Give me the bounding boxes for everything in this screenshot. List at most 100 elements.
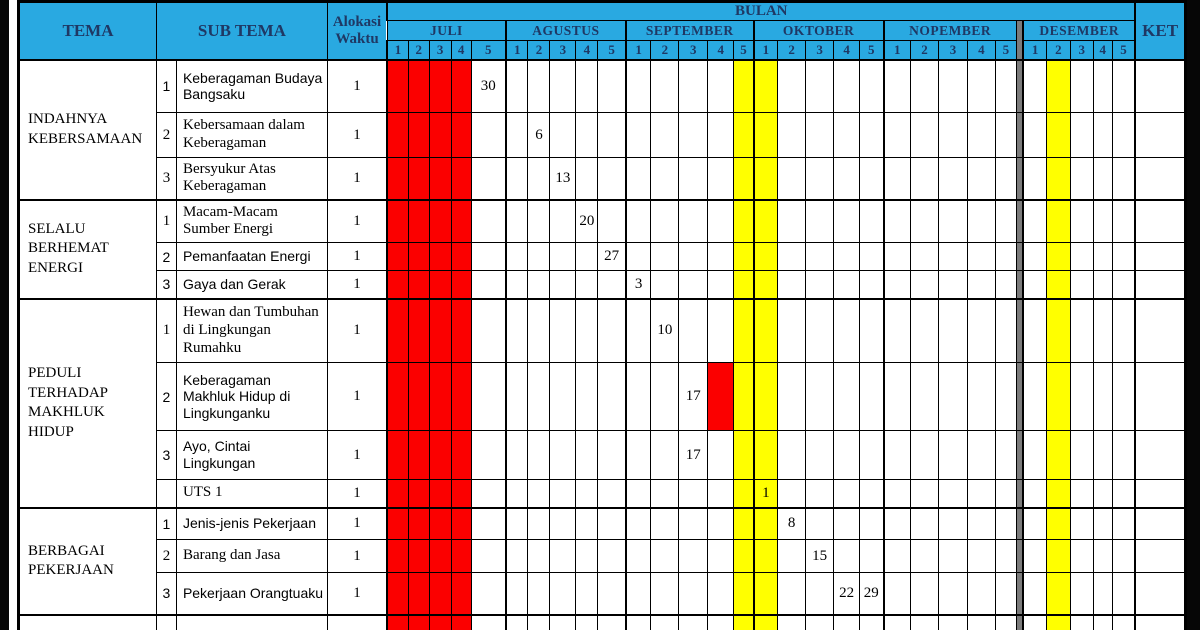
week-cell-september-3 xyxy=(678,479,709,508)
page-break-band xyxy=(1015,479,1024,508)
holiday-red-cell xyxy=(707,362,735,431)
date-mark-cell: 8 xyxy=(777,506,807,540)
holiday-red-cell xyxy=(386,58,409,113)
holiday-red-cell xyxy=(428,613,452,630)
week-cell-nopember-5 xyxy=(994,430,1017,480)
week-cell-desember-1 xyxy=(1022,539,1047,573)
sub-tema-number: 2 xyxy=(155,242,177,271)
sub-tema-number: 3 xyxy=(155,430,177,480)
ket-cell xyxy=(1134,297,1187,363)
week-cell-juli-5 xyxy=(470,112,507,158)
week-cell-agustus-1 xyxy=(505,572,529,615)
exam-yellow-cell xyxy=(1045,112,1071,158)
week-header-nopember-5: 5 xyxy=(994,40,1017,60)
week-cell-agustus-1 xyxy=(505,270,529,299)
week-cell-desember-5 xyxy=(1111,58,1136,113)
week-header-agustus-3: 3 xyxy=(549,40,577,60)
page-break-band xyxy=(1015,539,1024,573)
week-cell-september-4 xyxy=(707,572,735,615)
week-header-oktober-1: 1 xyxy=(752,40,779,60)
week-cell-nopember-2 xyxy=(909,362,939,431)
sub-tema-number: 3 xyxy=(155,270,177,299)
week-cell-nopember-1 xyxy=(882,572,911,615)
week-header-september-1: 1 xyxy=(624,40,652,60)
week-cell-september-1 xyxy=(624,613,652,630)
week-cell-agustus-4 xyxy=(575,157,599,200)
week-cell-nopember-2 xyxy=(909,58,939,113)
week-header-oktober-2: 2 xyxy=(777,40,807,60)
sub-tema-cell: Ayo, Cintai Lingkungan xyxy=(175,430,328,480)
exam-yellow-cell xyxy=(752,613,779,630)
ket-cell xyxy=(1134,479,1187,508)
week-cell-desember-3 xyxy=(1069,297,1094,363)
week-cell-september-2 xyxy=(650,479,680,508)
week-cell-nopember-2 xyxy=(909,198,939,243)
exam-yellow-cell xyxy=(1045,430,1071,480)
week-cell-nopember-1 xyxy=(882,297,911,363)
holiday-red-cell xyxy=(450,198,472,243)
exam-yellow-cell xyxy=(733,572,755,615)
week-cell-september-1 xyxy=(624,506,652,540)
week-cell-agustus-1 xyxy=(505,506,529,540)
alokasi-waktu-cell: 1 xyxy=(326,297,388,363)
week-cell-nopember-4 xyxy=(966,297,996,363)
week-cell-nopember-3 xyxy=(937,270,968,299)
week-cell-desember-4 xyxy=(1092,506,1113,540)
week-cell-oktober-5 xyxy=(859,242,885,271)
week-cell-oktober-2 xyxy=(777,430,807,480)
exam-yellow-cell xyxy=(752,297,779,363)
holiday-red-cell xyxy=(450,430,472,480)
holiday-red-cell xyxy=(386,297,409,363)
table-row: 3 Ayo, Cintai Lingkungan 1 17 xyxy=(19,430,1187,480)
document-page: TEMA SUB TEMA Alokasi Waktu BULAN KET JU… xyxy=(9,0,1187,630)
holiday-red-cell xyxy=(428,242,452,271)
sub-tema-cell: Keberagaman Makhluk Hidup di Lingkungank… xyxy=(175,362,328,431)
week-cell-oktober-4 xyxy=(833,242,861,271)
week-cell-juli-5 xyxy=(470,242,507,271)
week-cell-nopember-3 xyxy=(937,362,968,431)
week-cell-september-3 xyxy=(678,572,709,615)
holiday-red-cell xyxy=(386,112,409,158)
week-cell-desember-3 xyxy=(1069,539,1094,573)
week-cell-oktober-2 xyxy=(777,242,807,271)
week-header-oktober-5: 5 xyxy=(859,40,885,60)
week-header-nopember-1: 1 xyxy=(882,40,911,60)
exam-yellow-cell xyxy=(752,198,779,243)
week-cell-agustus-5 xyxy=(597,539,627,573)
week-cell-september-4 xyxy=(707,58,735,113)
table-row: 3 Gaya dan Gerak 1 3 xyxy=(19,270,1187,299)
holiday-red-cell xyxy=(428,157,452,200)
week-cell-oktober-4 xyxy=(833,270,861,299)
exam-yellow-cell xyxy=(1045,270,1071,299)
week-cell-desember-3 xyxy=(1069,157,1094,200)
holiday-red-cell xyxy=(450,297,472,363)
exam-yellow-cell xyxy=(733,58,755,113)
week-cell-agustus-3 xyxy=(549,430,577,480)
week-cell-desember-1 xyxy=(1022,430,1047,480)
alokasi-waktu-cell: 1 xyxy=(326,112,388,158)
week-cell-nopember-5 xyxy=(994,479,1017,508)
week-cell-nopember-4 xyxy=(966,479,996,508)
week-cell-nopember-1 xyxy=(882,198,911,243)
exam-yellow-cell xyxy=(733,198,755,243)
week-cell-september-3 xyxy=(678,297,709,363)
week-header-agustus-1: 1 xyxy=(505,40,529,60)
alokasi-waktu-cell: 1 xyxy=(326,430,388,480)
week-cell-nopember-2 xyxy=(909,572,939,615)
table-row: 2 Barang dan Jasa 1 15 xyxy=(19,539,1187,573)
week-cell-september-2 xyxy=(650,506,680,540)
week-cell-september-3 xyxy=(678,58,709,113)
week-cell-agustus-1 xyxy=(505,430,529,480)
table-row: INDAHNYA KEBERSAMAAN 1 Keberagaman Budaya … xyxy=(18,58,1187,200)
week-cell-nopember-3 xyxy=(937,613,968,630)
week-cell-desember-4 xyxy=(1092,613,1113,630)
week-cell-agustus-1 xyxy=(505,362,529,431)
exam-yellow-cell xyxy=(733,539,755,573)
holiday-red-cell xyxy=(450,479,472,508)
week-cell-agustus-5 xyxy=(597,297,627,363)
holiday-red-cell xyxy=(428,430,452,480)
sub-tema-cell: UTS 1 xyxy=(175,479,328,508)
week-cell-oktober-4 xyxy=(833,157,861,200)
holiday-red-cell xyxy=(450,112,472,158)
